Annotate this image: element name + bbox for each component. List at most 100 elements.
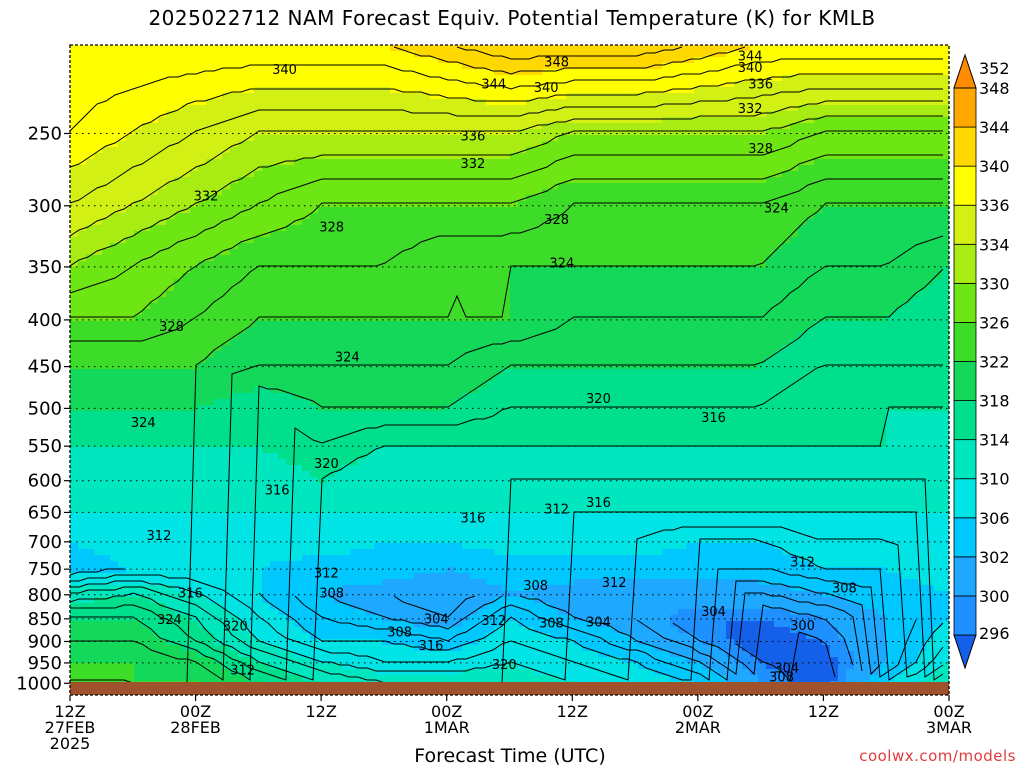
field-cell — [542, 135, 551, 142]
field-cell — [214, 159, 223, 166]
field-cell — [862, 99, 871, 106]
field-cell — [846, 219, 855, 226]
field-cell — [518, 177, 527, 184]
field-cell — [174, 63, 183, 70]
field-cell — [70, 135, 79, 142]
field-cell — [870, 135, 879, 142]
field-cell — [190, 69, 199, 76]
field-cell — [70, 51, 79, 58]
field-cell — [518, 255, 527, 262]
field-cell — [814, 87, 823, 94]
field-cell — [398, 63, 407, 70]
field-cell — [846, 81, 855, 88]
field-cell — [166, 303, 175, 310]
field-cell — [358, 135, 367, 142]
field-cell — [110, 171, 119, 178]
field-cell — [702, 177, 711, 184]
field-cell — [934, 291, 943, 298]
field-cell — [262, 261, 271, 268]
field-cell — [574, 225, 583, 232]
field-cell — [238, 87, 247, 94]
field-cell — [814, 147, 823, 154]
field-cell — [70, 213, 79, 220]
field-cell — [686, 189, 695, 196]
field-cell — [190, 249, 199, 256]
field-cell — [190, 279, 199, 286]
field-cell — [222, 279, 231, 286]
field-cell — [886, 195, 895, 202]
field-cell — [934, 81, 943, 88]
field-cell — [942, 255, 949, 262]
field-cell — [358, 123, 367, 130]
field-cell — [798, 261, 807, 268]
field-cell — [486, 237, 495, 244]
field-cell — [886, 285, 895, 292]
field-cell — [470, 57, 479, 64]
field-cell — [518, 135, 527, 142]
field-cell — [886, 147, 895, 154]
field-cell — [174, 183, 183, 190]
field-cell — [382, 237, 391, 244]
field-cell — [414, 135, 423, 142]
field-cell — [254, 213, 263, 220]
field-cell — [830, 297, 839, 304]
field-cell — [414, 51, 423, 58]
field-cell — [166, 315, 175, 322]
field-cell — [302, 273, 311, 280]
field-cell — [582, 213, 591, 220]
field-cell — [486, 105, 495, 112]
field-cell — [590, 255, 599, 262]
field-cell — [126, 81, 135, 88]
field-cell — [318, 267, 327, 274]
field-cell — [758, 303, 767, 310]
field-cell — [870, 309, 879, 316]
field-cell — [238, 255, 247, 262]
field-cell — [606, 63, 615, 70]
field-cell — [310, 99, 319, 106]
field-cell — [270, 213, 279, 220]
field-cell — [326, 69, 335, 76]
field-cell — [430, 261, 439, 268]
field-cell — [126, 291, 135, 298]
field-cell — [518, 225, 527, 232]
field-cell — [334, 57, 343, 64]
field-cell — [406, 285, 415, 292]
field-cell — [494, 249, 503, 256]
field-cell — [614, 135, 623, 142]
field-cell — [262, 129, 271, 136]
field-cell — [318, 57, 327, 64]
field-cell — [758, 135, 767, 142]
field-cell — [222, 153, 231, 160]
field-cell — [86, 63, 95, 70]
field-cell — [366, 153, 375, 160]
field-cell — [574, 219, 583, 226]
field-cell — [806, 51, 815, 58]
field-cell — [670, 291, 679, 298]
field-cell — [302, 105, 311, 112]
field-cell — [198, 117, 207, 124]
field-cell — [510, 213, 519, 220]
field-cell — [630, 225, 639, 232]
field-cell — [542, 159, 551, 166]
field-cell — [430, 207, 439, 214]
field-cell — [254, 225, 263, 232]
field-cell — [574, 165, 583, 172]
field-cell — [150, 279, 159, 286]
field-cell — [422, 189, 431, 196]
field-cell — [606, 141, 615, 148]
field-cell — [150, 267, 159, 274]
field-cell — [726, 159, 735, 166]
field-cell — [662, 165, 671, 172]
field-cell — [734, 165, 743, 172]
field-cell — [934, 51, 943, 58]
field-cell — [254, 309, 263, 316]
field-cell — [486, 87, 495, 94]
field-cell — [454, 105, 463, 112]
field-cell — [766, 255, 775, 262]
field-cell — [590, 219, 599, 226]
field-cell — [182, 111, 191, 118]
field-cell — [822, 183, 831, 190]
field-cell — [174, 105, 183, 112]
field-cell — [454, 135, 463, 142]
field-cell — [662, 147, 671, 154]
